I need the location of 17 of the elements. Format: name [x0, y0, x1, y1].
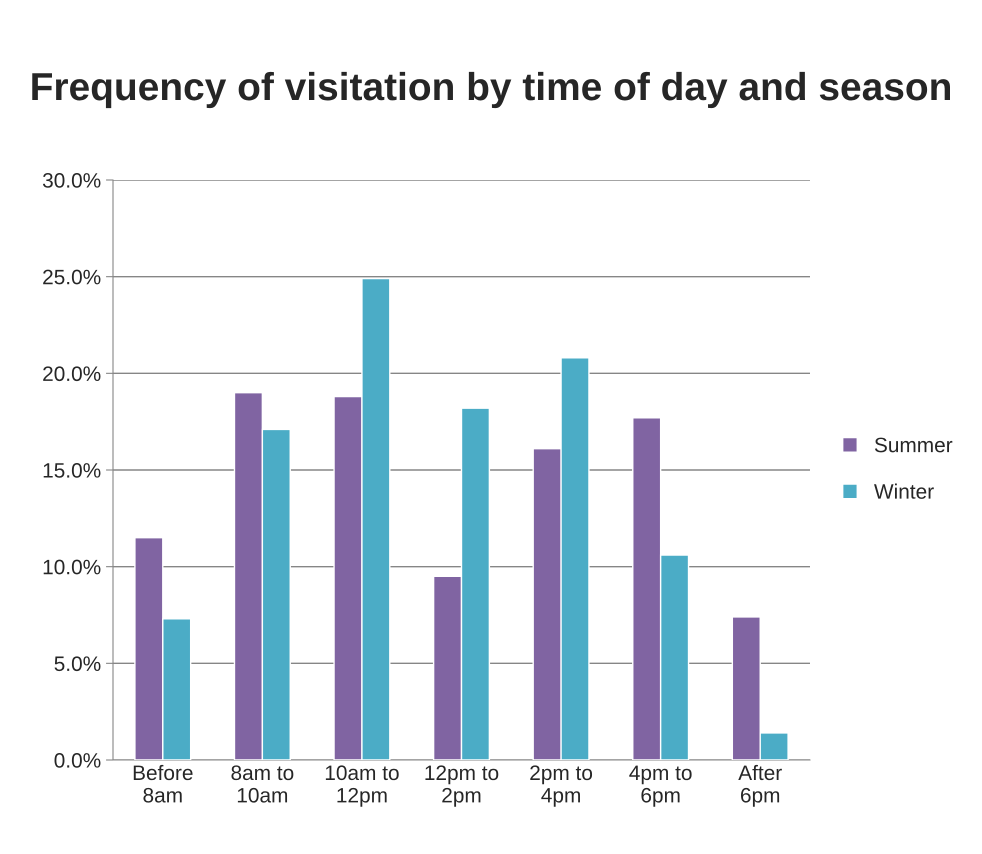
y-tick-label: 5.0%	[54, 656, 100, 672]
y-tick-label: 30.0%	[42, 173, 100, 188]
x-tick-label: 4pm to 6pm	[629, 766, 692, 807]
x-tick-label: 2pm to 4pm	[530, 765, 592, 807]
legend-label: Winter	[874, 484, 934, 499]
y-tick-label: 0.0%	[54, 753, 100, 768]
y-tick-label: 20.0%	[43, 366, 100, 382]
chart-title: Frequency of visitation by time of day and season	[32, 72, 950, 108]
x-tick-label: 8am to 10am	[231, 765, 294, 803]
x-tick-label: After 6pm	[738, 764, 782, 807]
y-tick-label: 25.0%	[43, 270, 100, 284]
x-tick-label: Before 8am	[134, 764, 193, 803]
y-tick-label: 15.0%	[44, 463, 100, 478]
x-tick-label: 10am to 12pm	[326, 765, 399, 807]
x-tick-label: 12pm to 2pm	[425, 765, 498, 807]
legend-label: Summer	[874, 438, 952, 452]
y-tick-label: 10.0%	[44, 560, 100, 574]
